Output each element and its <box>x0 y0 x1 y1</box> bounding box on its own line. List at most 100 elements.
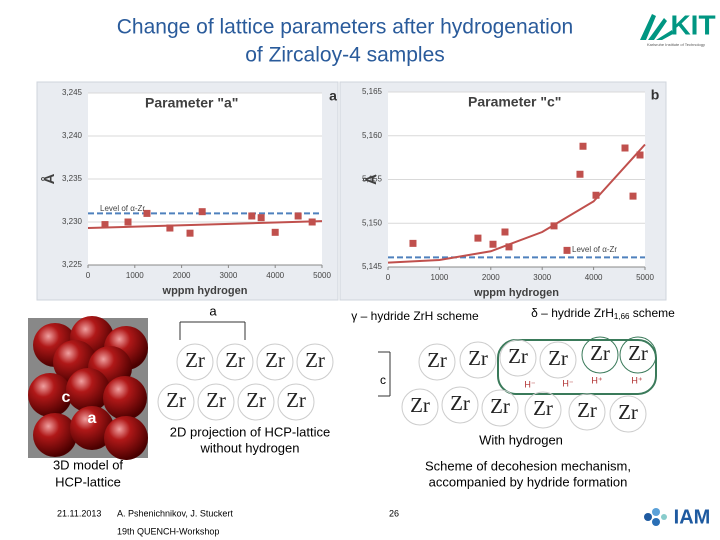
hydride-outline <box>497 339 657 395</box>
atom-label: Zr <box>185 348 205 372</box>
atom-ring <box>418 343 456 381</box>
data-point <box>198 208 206 216</box>
data-point <box>592 191 600 199</box>
iam-text: IAM <box>674 506 711 528</box>
atom-ring <box>216 343 254 381</box>
atom-ring <box>499 339 537 377</box>
chart-title: Parameter "c" <box>468 94 561 110</box>
c-label: c <box>380 373 386 387</box>
model-c: c <box>62 389 71 406</box>
atom-label: Zr <box>286 388 306 412</box>
panel-letter: b <box>651 87 660 103</box>
data-point <box>248 212 256 220</box>
atom-label: Zr <box>628 341 648 365</box>
data-point <box>166 224 174 232</box>
atom-ring <box>296 343 334 381</box>
x-axis-label: wppm hydrogen <box>473 287 559 299</box>
data-point <box>101 221 109 229</box>
atom-label: Zr <box>265 348 285 372</box>
atom-label: Zr <box>450 391 470 415</box>
data-point <box>629 192 637 200</box>
data-point <box>489 240 497 248</box>
data-point <box>409 239 417 247</box>
y-tick-label: 5,155 <box>362 175 383 184</box>
atom-label: Zr <box>427 348 447 372</box>
data-point <box>308 218 316 226</box>
atom-label: Zr <box>508 344 528 368</box>
x-tick-label: 2000 <box>173 271 191 280</box>
y-axis-label: Å <box>41 173 58 184</box>
x-tick-label: 4000 <box>266 271 284 280</box>
data-point <box>271 228 279 236</box>
delta-sub: 1,66 <box>614 312 630 321</box>
reference-label: Level of α-Zr <box>100 204 145 213</box>
atom-ring <box>256 343 294 381</box>
hydrogen-label: H⁻ <box>562 378 573 388</box>
y-tick-label: 5,160 <box>362 131 383 140</box>
y-tick-label: 3,240 <box>62 131 83 140</box>
y-tick-label: 3,245 <box>62 88 83 97</box>
x-tick-label: 5000 <box>313 271 331 280</box>
atom-label: Zr <box>533 396 553 420</box>
y-tick-label: 3,225 <box>62 260 83 269</box>
data-point <box>257 214 265 222</box>
trend-line <box>87 220 323 230</box>
data-point <box>505 243 513 251</box>
data-point <box>621 144 629 152</box>
iam-logo: IAM <box>644 506 710 528</box>
delta-title: δ – hydride ZrH1,66 scheme <box>531 306 675 321</box>
logo-subtext: Karlsruhe Institute of Technology <box>647 42 705 47</box>
atom-label: Zr <box>590 341 610 365</box>
y-tick-label: 3,235 <box>62 174 83 183</box>
atom-ring <box>197 383 235 421</box>
atom-label: Zr <box>410 393 430 417</box>
data-point <box>186 229 194 237</box>
delta-prefix: δ – hydride ZrH <box>531 306 614 320</box>
x-tick-label: 5000 <box>636 273 654 282</box>
model-a: a <box>88 410 97 427</box>
scheme-caption: Scheme of decohesion mechanism, <box>425 458 631 473</box>
x-tick-label: 0 <box>386 273 391 282</box>
atom-label: Zr <box>577 398 597 422</box>
x-tick-label: 3000 <box>220 271 238 280</box>
atom-label: Zr <box>548 346 568 370</box>
atom-label: Zr <box>225 348 245 372</box>
data-point <box>579 142 587 150</box>
atom-ring <box>609 395 647 433</box>
data-point <box>294 212 302 220</box>
hydrogen-label: H⁻ <box>524 379 535 389</box>
data-point <box>636 151 644 159</box>
data-point <box>563 246 571 254</box>
projection-caption: without hydrogen <box>199 440 299 455</box>
footer-authors: A. Pshenichnikov, J. Stuckert <box>117 508 233 518</box>
x-tick-label: 3000 <box>533 273 551 282</box>
atom-ring <box>524 391 562 429</box>
title-line: Change of lattice parameters after hydro… <box>117 16 573 39</box>
atom-ring <box>157 383 195 421</box>
x-tick-label: 0 <box>86 271 91 280</box>
atom-label: Zr <box>490 394 510 418</box>
atom-ring <box>277 383 315 421</box>
charts: 3,225 3,230 3,235 3,240 3,245 0 1000 2000 3000 40… <box>36 81 667 301</box>
hydrogen-label: H⁺ <box>591 375 602 385</box>
x-tick-label: 1000 <box>431 273 449 282</box>
reference-label: Level of α-Zr <box>572 245 617 254</box>
atom-ring <box>459 341 497 379</box>
scheme-caption: accompanied by hydride formation <box>429 474 628 489</box>
title-line: of Zircaloy-4 samples <box>245 44 445 67</box>
y-tick-label: 5,150 <box>362 218 383 227</box>
data-point <box>124 218 132 226</box>
atom-ring <box>401 388 439 426</box>
x-tick-label: 2000 <box>482 273 500 282</box>
y-tick-label: 5,165 <box>362 87 383 96</box>
kit-logo: KIT Karlsruhe Institute of Technology <box>640 9 716 47</box>
atom-label: Zr <box>206 388 226 412</box>
delta-suffix: scheme <box>629 306 675 320</box>
atom-ring <box>176 343 214 381</box>
atom-label: Zr <box>166 388 186 412</box>
atom-ring <box>481 389 519 427</box>
atom-ring <box>581 336 619 374</box>
model-caption: HCP-lattice <box>55 474 121 489</box>
logo-text: KIT <box>670 9 715 40</box>
